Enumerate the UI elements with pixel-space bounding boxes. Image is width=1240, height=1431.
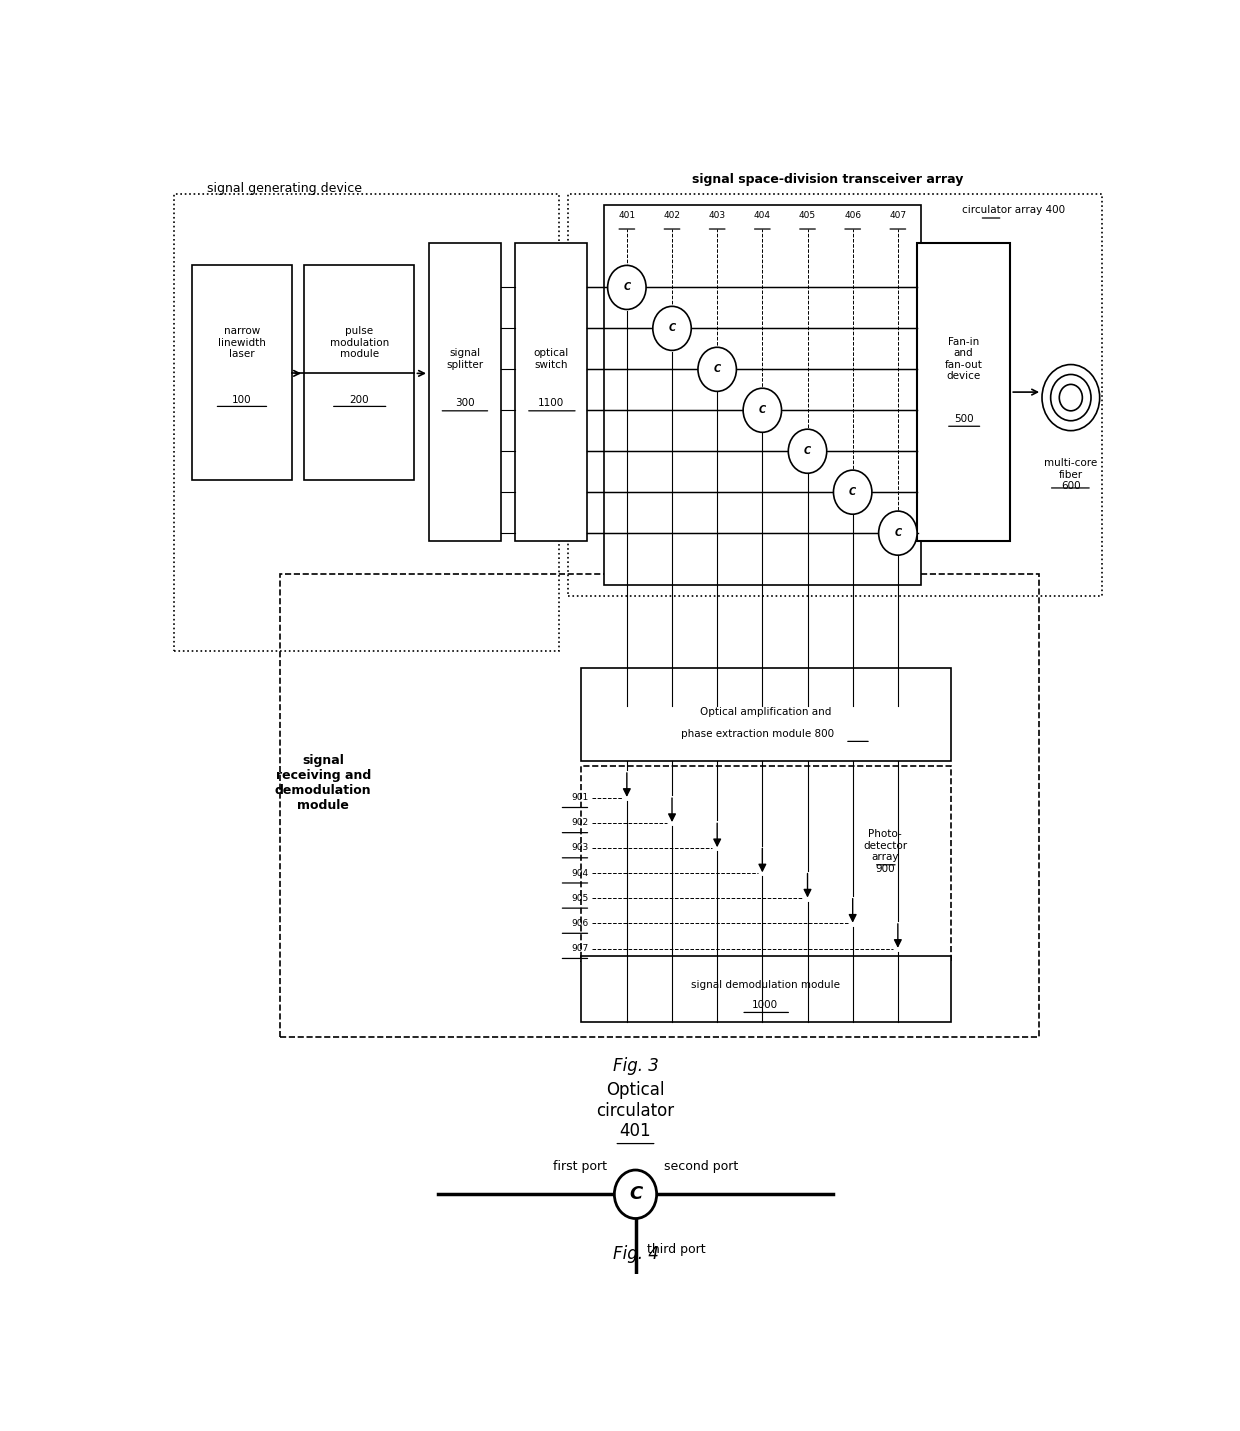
Text: signal generating device: signal generating device [207,182,362,195]
Circle shape [614,1171,657,1219]
Circle shape [652,306,691,351]
Text: Photo-
detector
array
900: Photo- detector array 900 [863,829,908,874]
Text: 500: 500 [954,414,973,424]
FancyBboxPatch shape [516,243,588,541]
Text: 405: 405 [799,212,816,220]
Text: second port: second port [665,1161,739,1173]
Text: 402: 402 [663,212,681,220]
Text: Fig. 4: Fig. 4 [613,1245,658,1262]
Text: 903: 903 [572,843,589,853]
Text: phase extraction module 800: phase extraction module 800 [681,728,835,738]
Text: 901: 901 [572,793,589,803]
Text: 401: 401 [619,212,635,220]
Text: first port: first port [553,1161,606,1173]
Text: Fig. 3: Fig. 3 [613,1058,658,1076]
Text: C: C [849,487,857,497]
Circle shape [789,429,827,474]
Circle shape [608,265,646,309]
Text: 300: 300 [455,398,475,408]
Text: 1000: 1000 [753,1000,779,1010]
Circle shape [743,388,781,432]
Text: optical
switch: optical switch [533,348,569,369]
Text: third port: third port [647,1244,706,1256]
Text: 200: 200 [350,395,370,405]
Text: signal demodulation module: signal demodulation module [691,980,839,990]
Text: C: C [668,323,676,333]
Text: 904: 904 [572,869,589,877]
Text: C: C [759,405,766,415]
FancyBboxPatch shape [918,243,1011,541]
Text: circulator array 400: circulator array 400 [962,205,1065,215]
Text: 907: 907 [572,944,589,953]
Text: signal space-division transceiver array: signal space-division transceiver array [692,173,963,186]
FancyBboxPatch shape [191,265,293,481]
Text: multi-core
fiber
600: multi-core fiber 600 [1044,458,1097,491]
Text: signal
receiving and
demodulation
module: signal receiving and demodulation module [275,754,372,813]
Text: narrow
linewidth
laser: narrow linewidth laser [218,326,265,359]
Text: Fan-in
and
fan-out
device: Fan-in and fan-out device [945,336,982,382]
Text: C: C [624,282,630,292]
Text: C: C [894,528,901,538]
Text: 100: 100 [232,395,252,405]
Text: 404: 404 [754,212,771,220]
Text: C: C [804,446,811,456]
Text: signal
splitter: signal splitter [446,348,484,369]
FancyBboxPatch shape [429,243,501,541]
Text: C: C [714,365,720,375]
FancyBboxPatch shape [580,667,951,761]
Text: 1100: 1100 [538,398,564,408]
Text: Optical
circulator
401: Optical circulator 401 [596,1080,675,1141]
Circle shape [833,471,872,514]
FancyBboxPatch shape [304,265,414,481]
FancyBboxPatch shape [580,956,951,1022]
Text: pulse
modulation
module: pulse modulation module [330,326,389,359]
Circle shape [879,511,918,555]
Text: Optical amplification and: Optical amplification and [699,707,831,717]
Text: 905: 905 [572,894,589,903]
FancyBboxPatch shape [604,205,921,585]
Circle shape [698,348,737,391]
Text: 906: 906 [572,919,589,927]
Text: 406: 406 [844,212,862,220]
Text: 407: 407 [889,212,906,220]
Text: C: C [629,1185,642,1203]
Text: 403: 403 [708,212,725,220]
Text: 902: 902 [572,819,589,827]
